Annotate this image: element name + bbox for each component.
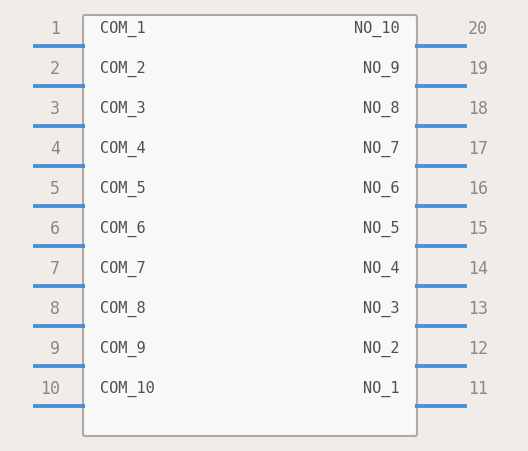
Text: 16: 16 (468, 179, 488, 198)
Text: NO_7: NO_7 (363, 140, 400, 156)
Text: 5: 5 (50, 179, 60, 198)
Text: COM_8: COM_8 (100, 300, 146, 316)
Text: NO_1: NO_1 (363, 380, 400, 396)
Text: COM_5: COM_5 (100, 180, 146, 197)
Text: NO_2: NO_2 (363, 340, 400, 356)
FancyBboxPatch shape (83, 16, 417, 436)
Text: 3: 3 (50, 100, 60, 118)
Text: NO_4: NO_4 (363, 260, 400, 276)
Text: COM_7: COM_7 (100, 260, 146, 276)
Text: 10: 10 (40, 379, 60, 397)
Text: 1: 1 (50, 20, 60, 38)
Text: COM_9: COM_9 (100, 340, 146, 356)
Text: 18: 18 (468, 100, 488, 118)
Text: 9: 9 (50, 339, 60, 357)
Text: COM_6: COM_6 (100, 220, 146, 236)
Text: NO_9: NO_9 (363, 61, 400, 77)
Text: COM_1: COM_1 (100, 21, 146, 37)
Text: 17: 17 (468, 140, 488, 158)
Text: COM_3: COM_3 (100, 101, 146, 117)
Text: 20: 20 (468, 20, 488, 38)
Text: NO_5: NO_5 (363, 220, 400, 236)
Text: NO_6: NO_6 (363, 180, 400, 197)
Text: 4: 4 (50, 140, 60, 158)
Text: NO_10: NO_10 (354, 21, 400, 37)
Text: NO_3: NO_3 (363, 300, 400, 316)
Text: 19: 19 (468, 60, 488, 78)
Text: 2: 2 (50, 60, 60, 78)
Text: 7: 7 (50, 259, 60, 277)
Text: 8: 8 (50, 299, 60, 318)
Text: 6: 6 (50, 220, 60, 238)
Text: 14: 14 (468, 259, 488, 277)
Text: 15: 15 (468, 220, 488, 238)
Text: COM_2: COM_2 (100, 61, 146, 77)
Text: 12: 12 (468, 339, 488, 357)
Text: NO_8: NO_8 (363, 101, 400, 117)
Text: COM_10: COM_10 (100, 380, 155, 396)
Text: 11: 11 (468, 379, 488, 397)
Text: 13: 13 (468, 299, 488, 318)
Text: COM_4: COM_4 (100, 140, 146, 156)
